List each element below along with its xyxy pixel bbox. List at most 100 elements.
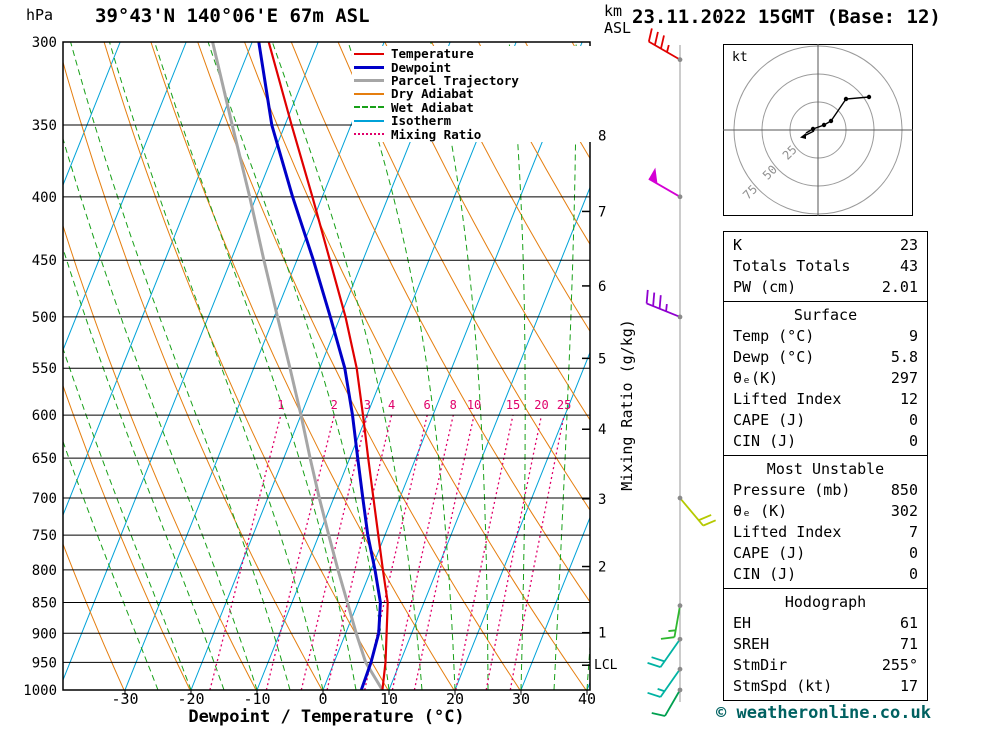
row-label: θₑ (K): [733, 502, 788, 520]
wind-barb: [648, 167, 683, 200]
pressure-tick-label: 450: [32, 253, 57, 269]
barb-base-dot: [677, 57, 683, 63]
pressure-tick-label: 950: [32, 655, 57, 671]
legend-label: Isotherm: [391, 113, 452, 129]
row-label: CIN (J): [733, 432, 797, 450]
barb-full-tick: [645, 289, 649, 304]
wind-barb: [660, 603, 683, 640]
row-label: CAPE (J): [733, 544, 806, 562]
table-row: Lifted Index 12: [724, 389, 927, 410]
row-value: 850: [890, 481, 918, 499]
table-row: StmSpd (kt) 17: [724, 676, 927, 697]
table-row: CIN (J) 0: [724, 431, 927, 452]
mixing-ratio-value-label: 20: [534, 398, 548, 412]
row-label: EH: [733, 614, 752, 632]
legend-swatch-wet-adiabat: [354, 106, 384, 109]
row-label: Totals Totals: [733, 257, 851, 275]
legend-label: Dewpoint: [391, 59, 452, 75]
legend-swatch-parcel-trajectory: [354, 78, 384, 82]
lcl-label: LCL: [594, 658, 618, 673]
hodograph-trace-dot: [866, 94, 872, 100]
dry-adiabat-line: [431, 42, 590, 333]
isotherm-line: [63, 42, 121, 187]
legend-label: Dry Adiabat: [391, 86, 474, 102]
row-value: 9: [908, 327, 918, 345]
wind-barb: [677, 495, 717, 527]
dry-adiabat-line: [384, 42, 590, 421]
pressure-tick-label: 500: [32, 310, 57, 326]
km-tick-label: 8: [598, 129, 606, 145]
row-label: CIN (J): [733, 565, 797, 583]
km-tick-label: 2: [598, 560, 606, 576]
pressure-tick-label: 300: [32, 35, 57, 51]
table-section: Surface Temp (°C) 9 Dewp (°C) 5.8 θₑ(K) 297 Lif…: [723, 301, 928, 456]
wind-barb: [651, 687, 683, 717]
table-row: Dewp (°C) 5.8: [724, 347, 927, 368]
wet-adiabat-line: [63, 136, 258, 690]
temp-tick-label: -20: [177, 690, 204, 708]
temp-tick-label: 40: [578, 690, 596, 708]
wet-adiabat-line: [63, 347, 192, 690]
table-section-header: Hodograph: [784, 593, 867, 611]
table-row: SREH 71: [724, 634, 927, 655]
axis-tick-labels: 3003504004505005506006507007508008509009…: [23, 35, 617, 708]
km-tick-label: 6: [598, 279, 606, 295]
row-value: 2.01: [881, 278, 918, 296]
row-value: 255°: [881, 656, 918, 674]
wet-adiabat-line: [63, 247, 225, 690]
pressure-tick-label: 600: [32, 408, 57, 424]
pressure-tick-label: 750: [32, 528, 57, 544]
barb-half-tick: [665, 303, 668, 312]
indices-table: K 23 Totals Totals 43 PW (cm) 2.01 Surface Temp…: [723, 231, 928, 701]
legend-item: Parcel Trajectory: [354, 72, 594, 88]
mixing-ratio-value-label: 4: [388, 398, 395, 412]
isotherm-line: [388, 186, 590, 690]
row-label: CAPE (J): [733, 411, 806, 429]
barb-half-tick: [668, 629, 676, 632]
pressure-tick-label: 400: [32, 190, 57, 206]
barb-half-tick: [657, 688, 665, 693]
table-section: Hodograph EH 61 SREH 71 StmDir 255° StmSpd (kt)…: [723, 588, 928, 701]
legend-label: Temperature: [391, 46, 474, 62]
barb-base-dot: [677, 314, 683, 320]
sounding-profiles: [211, 42, 389, 690]
wet-adiabat-line: [154, 42, 357, 690]
km-tick-label: 5: [598, 351, 606, 367]
barb-base-dot: [677, 603, 683, 609]
table-section-header: Most Unstable: [766, 460, 885, 478]
mixing-ratio-value-label: 6: [424, 398, 431, 412]
legend-swatch-dry-adiabat: [354, 92, 384, 95]
isotherm-line: [63, 42, 319, 682]
row-label: StmDir: [733, 656, 788, 674]
row-value: 7: [908, 523, 918, 541]
legend-swatch-mixing-ratio: [354, 133, 384, 136]
pressure-tick-label: 350: [32, 118, 57, 134]
wind-barb: [645, 289, 683, 320]
dewpoint-curve: [257, 42, 382, 690]
km-tick-label: 4: [598, 422, 606, 438]
isotherm-line: [520, 516, 590, 690]
hodograph-trace-dot: [810, 126, 816, 132]
barb-base-dot: [677, 687, 683, 693]
hodograph-trace-dot: [821, 122, 827, 128]
hodograph-trace-dot: [828, 118, 834, 124]
table-row: Temp (°C) 9: [724, 326, 927, 347]
barb-full-tick: [652, 292, 656, 307]
wind-barb-column: [645, 28, 717, 717]
row-label: SREH: [733, 635, 770, 653]
barb-pennant: [648, 167, 658, 184]
barb-full-tick: [654, 31, 659, 46]
legend-label: Parcel Trajectory: [391, 72, 519, 88]
mixing-ratio-value-label: 1: [277, 398, 284, 412]
temp-tick-label: 30: [512, 690, 530, 708]
temperature-curve: [267, 42, 389, 690]
row-label: PW (cm): [733, 278, 797, 296]
wet-adiabat-line: [63, 440, 159, 690]
barb-full-tick: [658, 295, 662, 309]
row-label: θₑ(K): [733, 369, 779, 387]
row-label: Lifted Index: [733, 390, 842, 408]
barb-base-dot: [677, 194, 683, 200]
table-section: Most Unstable Pressure (mb) 850 θₑ (K) 302 Li…: [723, 455, 928, 589]
row-value: 12: [899, 390, 918, 408]
